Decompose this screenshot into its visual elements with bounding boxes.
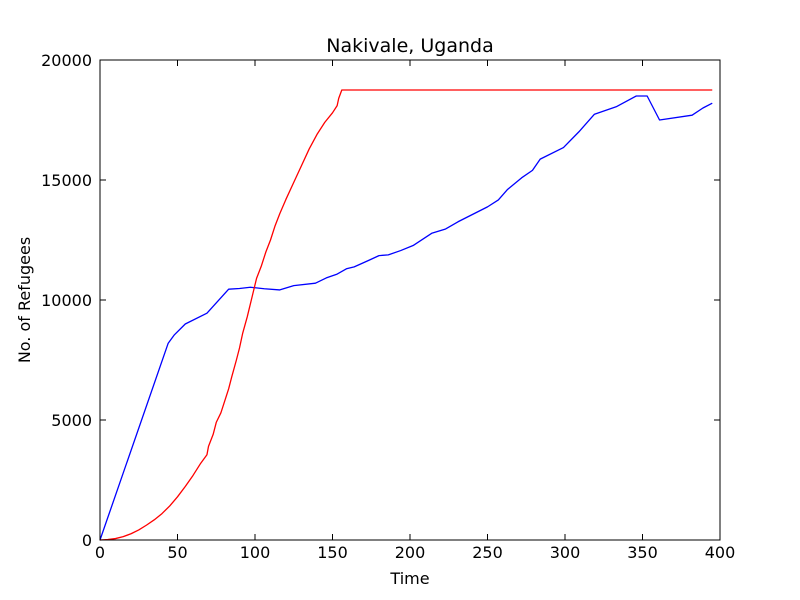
x-tick-label: 150 [317,543,348,562]
x-tick-label: 200 [395,543,426,562]
y-tick-label: 5000 [51,411,92,430]
x-tick-label: 0 [95,543,105,562]
x-tick-label: 100 [240,543,271,562]
x-tick-label: 350 [627,543,658,562]
x-tick-label: 400 [705,543,736,562]
y-axis-label: No. of Refugees [15,237,34,363]
y-tick-label: 10000 [41,291,92,310]
chart-title: Nakivale, Uganda [326,35,493,57]
series-line-2 [99,89,713,541]
x-tick-label: 300 [550,543,581,562]
series-layer [99,89,713,541]
y-tick-label: 0 [82,531,92,550]
axes-layer: 0 50 100 150 200 250 300 350 400 0 5000 10000 15000 2… [41,51,735,562]
x-tick-label: 50 [167,543,187,562]
y-tick-label: 20000 [41,51,92,70]
x-tick-label: 250 [472,543,503,562]
series-line-1 [99,95,713,541]
y-tick-label: 15000 [41,171,92,190]
x-axis-label: Time [389,569,429,588]
